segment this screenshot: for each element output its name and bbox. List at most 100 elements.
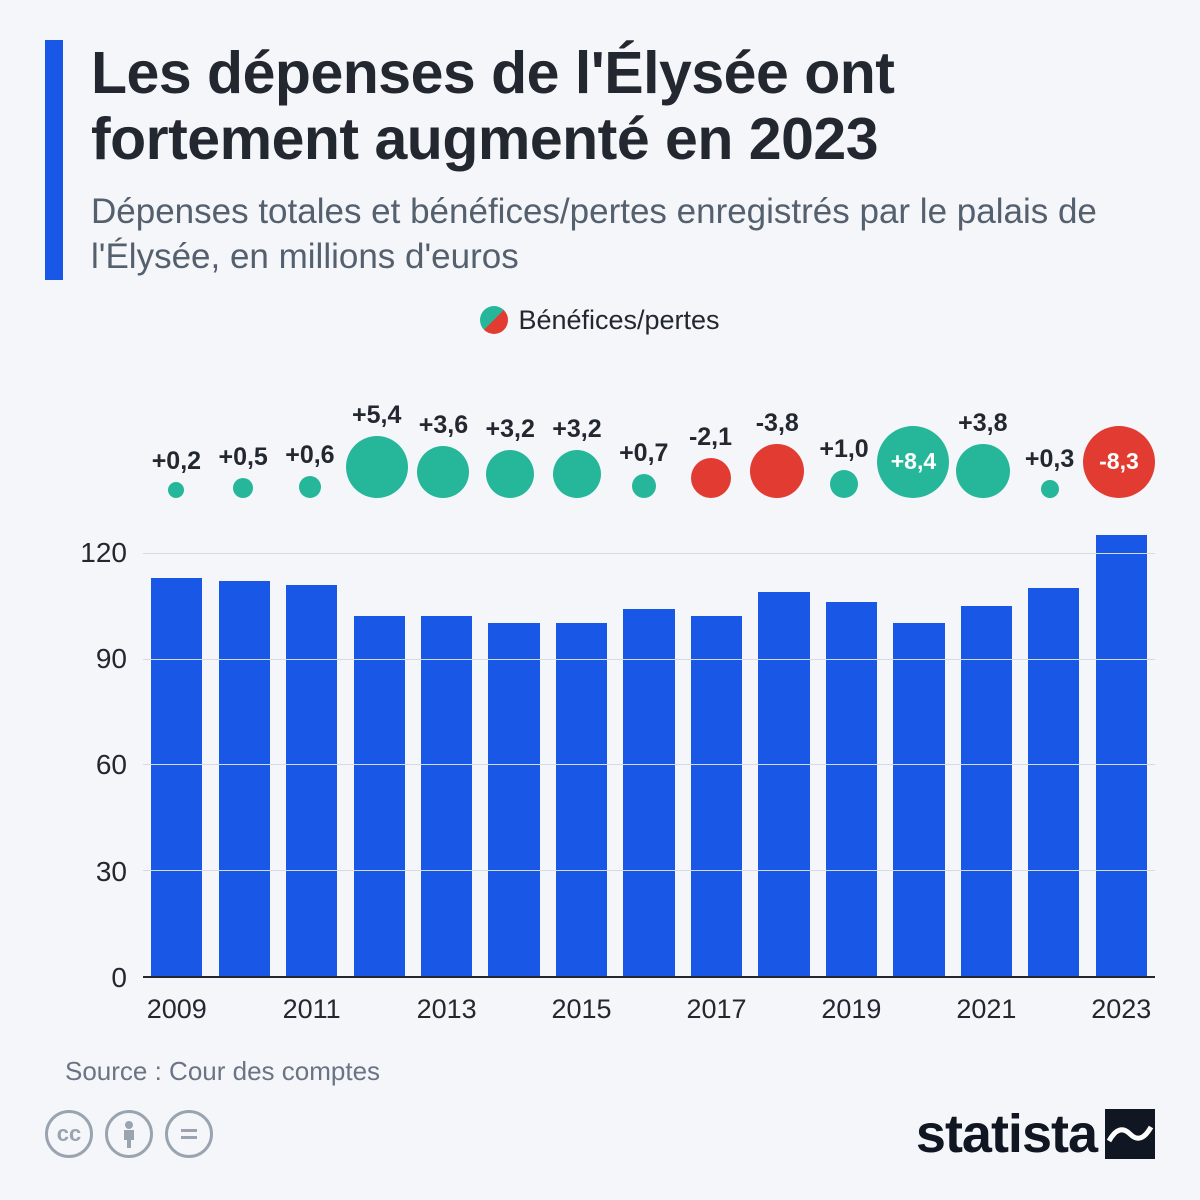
bubble [956, 444, 1010, 498]
bubble-cell: +3,8 [949, 348, 1016, 498]
bubble-label: +0,3 [1025, 445, 1074, 474]
bubble-cell: +3,2 [477, 348, 544, 498]
bar [488, 623, 539, 975]
x-tick-label [345, 984, 412, 1028]
bar [758, 592, 809, 976]
bar-cell [143, 518, 210, 976]
bubble-cell: +0,2 [143, 348, 210, 498]
bar-cell [885, 518, 952, 976]
bubble [168, 482, 184, 498]
plot-area [143, 518, 1155, 978]
bar [219, 581, 270, 976]
bubble-cell: +0,5 [210, 348, 277, 498]
x-tick-label [210, 984, 277, 1028]
gridline [143, 659, 1155, 660]
bubble-label: +0,6 [285, 441, 334, 470]
x-tick-label [480, 984, 547, 1028]
bubble [299, 476, 321, 498]
bar [556, 623, 607, 975]
x-tick-label: 2011 [278, 984, 345, 1028]
bubble-label: +1,0 [819, 435, 868, 464]
bar [151, 578, 202, 976]
bubble-cell: +0,3 [1016, 348, 1083, 498]
cc-icon: cc [45, 1110, 93, 1158]
bubble-label: +3,6 [419, 411, 468, 440]
bubble-label: +3,2 [552, 415, 601, 444]
bubble-cell: -2,1 [677, 348, 744, 498]
y-tick-label: 90 [96, 643, 127, 675]
bubble [486, 450, 534, 498]
bubble [553, 450, 601, 498]
bar [286, 585, 337, 976]
logo-text: statista [916, 1103, 1097, 1165]
bubble-label: +3,8 [958, 409, 1007, 438]
bar-cell [818, 518, 885, 976]
titles: Les dépenses de l'Élysée ont fortement a… [91, 40, 1155, 280]
chart-subtitle: Dépenses totales et bénéfices/pertes enr… [91, 190, 1155, 280]
bubble-cell: -3,8 [744, 348, 811, 498]
bubble-label: +5,4 [352, 401, 401, 430]
bubble-label: -2,1 [689, 423, 732, 452]
license-icons: cc [45, 1110, 213, 1158]
x-tick-label: 2013 [413, 984, 480, 1028]
chart: +0,2 +0,5 +0,6 +5,4 +3,6 +3,2 +3,2 +0,7 -2,1 -3,8… [65, 348, 1155, 1028]
x-tick-label: 2021 [953, 984, 1020, 1028]
bubble-cell: +0,7 [610, 348, 677, 498]
gridline [143, 870, 1155, 871]
legend-label: Bénéfices/pertes [518, 305, 719, 335]
bars [143, 518, 1155, 976]
bubble-cell: +0,6 [277, 348, 344, 498]
logo-wave-icon [1105, 1109, 1155, 1159]
statista-logo: statista [916, 1103, 1155, 1165]
bubble-label: +0,2 [152, 447, 201, 476]
bubble-cell: +5,4 [343, 348, 410, 498]
bar-cell [548, 518, 615, 976]
gridline [143, 764, 1155, 765]
bar-cell [413, 518, 480, 976]
x-tick-label: 2017 [683, 984, 750, 1028]
bubble [632, 474, 656, 498]
y-tick-label: 0 [111, 962, 127, 994]
bubble [1041, 480, 1059, 498]
bar-cell [1020, 518, 1087, 976]
gridline [143, 553, 1155, 554]
footer: cc statista [45, 1103, 1155, 1165]
x-tick-label: 2023 [1088, 984, 1155, 1028]
x-tick-label [615, 984, 682, 1028]
x-axis: 20092011201320152017201920212023 [143, 984, 1155, 1028]
bubble-label: +3,2 [486, 415, 535, 444]
bubble-label: +0,5 [218, 443, 267, 472]
bubble [346, 436, 408, 498]
bar-cell [750, 518, 817, 976]
bubble [233, 478, 253, 498]
bubble [750, 444, 804, 498]
x-tick-label: 2015 [548, 984, 615, 1028]
bubble [830, 470, 858, 498]
bar-cell [210, 518, 277, 976]
y-axis: 0306090120 [65, 518, 135, 978]
bar [1096, 535, 1147, 975]
legend: Bénéfices/pertes [45, 305, 1155, 336]
bubble-cell: -8,3 [1083, 348, 1155, 498]
legend-swatch-icon [480, 306, 508, 334]
bar-cell [615, 518, 682, 976]
bubble [691, 458, 731, 498]
bubble: +8,4 [877, 426, 949, 498]
accent-bar [45, 40, 63, 280]
bubble-cell: +3,6 [410, 348, 477, 498]
bar [691, 616, 742, 975]
y-tick-label: 120 [80, 537, 127, 569]
chart-title: Les dépenses de l'Élysée ont fortement a… [91, 40, 1155, 172]
bar-cell [683, 518, 750, 976]
bubble-cell: +1,0 [811, 348, 878, 498]
x-tick-label: 2009 [143, 984, 210, 1028]
x-tick-label [885, 984, 952, 1028]
bubble: -8,3 [1083, 426, 1155, 498]
bubble-cell: +3,2 [544, 348, 611, 498]
x-tick-label [750, 984, 817, 1028]
bubble-cell: +8,4 [877, 348, 949, 498]
y-tick-label: 30 [96, 856, 127, 888]
bar [961, 606, 1012, 976]
nd-icon [165, 1110, 213, 1158]
header: Les dépenses de l'Élysée ont fortement a… [45, 40, 1155, 280]
